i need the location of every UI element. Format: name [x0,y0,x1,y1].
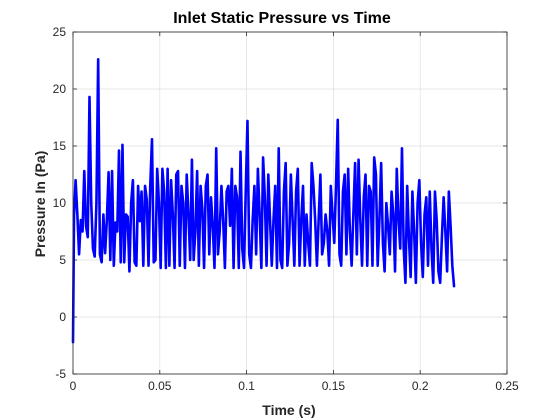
y-tick-label: 10 [53,196,67,210]
y-tick-label: -5 [55,367,66,381]
y-tick-label: 15 [53,139,67,153]
y-tick-label: 5 [59,253,66,267]
x-tick-label: 0.2 [412,379,429,393]
y-tick-label: 25 [53,25,67,39]
series-layer [71,58,456,344]
x-tick-label: 0.05 [148,379,172,393]
x-tick-label: 0.25 [495,379,519,393]
chart-title: Inlet Static Pressure vs Time [173,10,391,27]
x-tick-label: 0.1 [238,379,255,393]
tick-marks [72,31,508,375]
y-tick-label: 0 [59,310,66,324]
x-tick-label: 0 [70,379,77,393]
y-tick-labels: -5 0 5 10 15 20 25 [53,25,67,381]
x-tick-labels: 0 0.05 0.1 0.15 0.2 0.25 [70,379,519,393]
x-axis-title: Time (s) [262,402,315,418]
y-tick-label: 20 [53,82,67,96]
x-tick-label: 0.15 [322,379,346,393]
pressure-series-line [71,58,456,344]
y-axis-title: Pressure In (Pa) [32,151,48,258]
